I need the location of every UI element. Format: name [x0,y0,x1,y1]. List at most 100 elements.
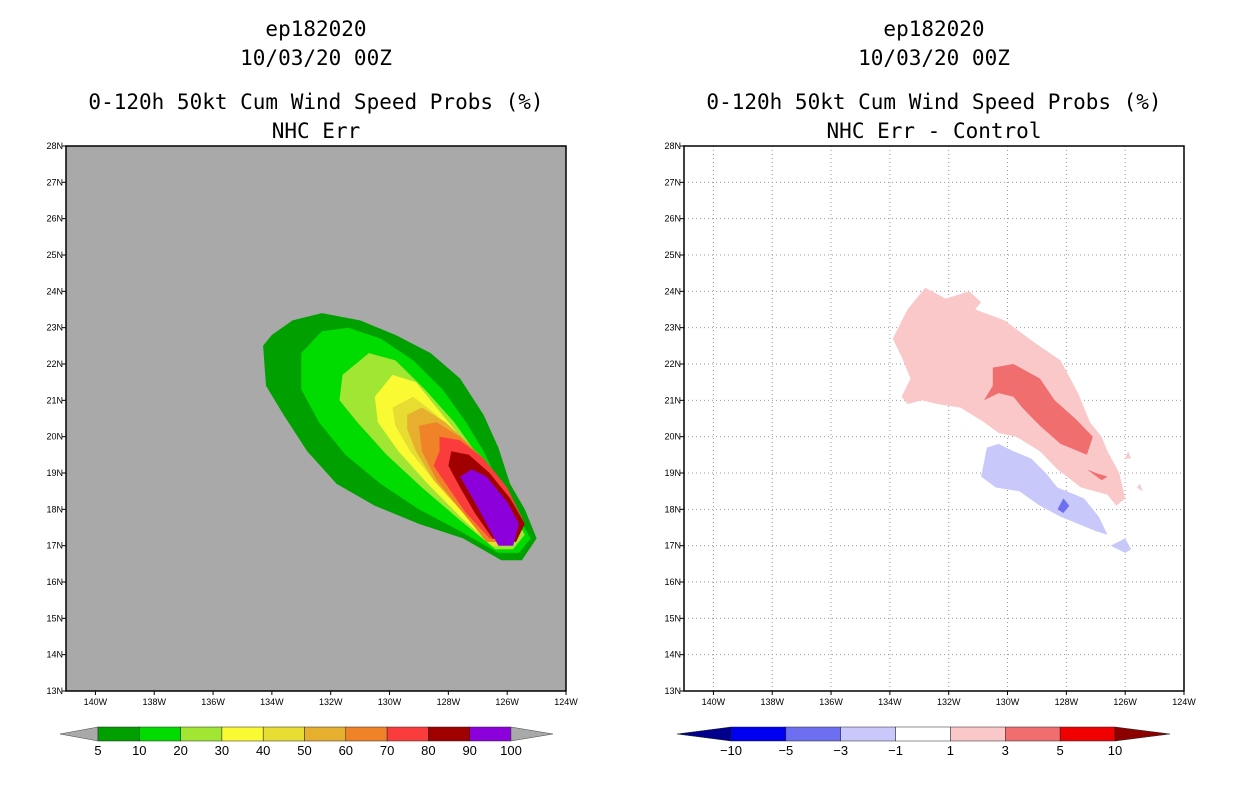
left-y-tick-label: 26N [46,214,63,224]
left-y-tick-label: 17N [46,541,63,551]
left-contour-90 [460,469,519,546]
right-x-tick-label: 132W [937,697,961,707]
left-colorbar-low-arrow [59,726,99,742]
right-contour-1 [1136,483,1143,492]
right-contour-3 [984,364,1093,455]
right-colorbar-label: 10 [1108,743,1122,758]
right-colorbar-label: −10 [720,743,742,758]
left-x-tick-label: 124W [554,697,578,707]
right-datetime: 10/03/20 00Z [858,46,1010,70]
right-plot-frame [683,145,1185,692]
left-colorbar: 5 10 20 30 40 50 60 70 80 90 100 [59,726,554,758]
left-colorbar-label: 30 [215,743,229,758]
left-datetime: 10/03/20 00Z [240,46,392,70]
right-colorbar-label: 3 [1002,743,1009,758]
left-y-tick-label: 16N [46,577,63,587]
right-colorbar-label: 5 [1057,743,1064,758]
right-chart-subtitle: NHC Err - Control [826,119,1042,143]
right-y-tick-label: 28N [664,141,681,151]
right-y-tick-label: 13N [664,686,681,696]
right-x-tick-label: 134W [878,697,902,707]
left-y-tick-label: 20N [46,432,63,442]
right-colorbar-label: −3 [833,743,848,758]
left-y-tick-label: 13N [46,686,63,696]
right-colorbar-label: −5 [778,743,793,758]
right-y-tick-label: 27N [664,177,681,187]
left-x-tick-label: 130W [378,697,402,707]
left-colorbar-swatch [97,726,140,742]
right-y-tick-label: 22N [664,359,681,369]
right-x-tick-label: 130W [996,697,1020,707]
right-colorbar-label: −1 [888,743,903,758]
left-colorbar-label: 5 [94,743,101,758]
left-y-tick-label: 14N [46,650,63,660]
right-y-tick-label: 20N [664,432,681,442]
right-plot: 140W 138W 136W 134W 132W 130W 128W 126W 124W 13N 1… [664,141,1196,707]
left-y-tick-label: 22N [46,359,63,369]
right-y-tick-label: 23N [664,323,681,333]
left-colorbar-label: 10 [132,743,146,758]
right-contour-3 [1086,469,1108,481]
right-colorbar-swatch [895,726,951,742]
left-chart-title: 0-120h 50kt Cum Wind Speed Probs (%) [88,90,544,114]
right-colorbar: −10 −5 −3 −1 1 3 5 10 [676,726,1171,758]
left-colorbar-swatch [180,726,223,742]
left-y-tick-label: 15N [46,613,63,623]
left-colorbar-swatch [262,726,305,742]
left-colorbar-swatch [428,726,470,742]
left-colorbar-swatch [304,726,347,742]
left-x-tick-label: 128W [437,697,461,707]
left-colorbar-label: 40 [256,743,270,758]
right-x-tick-label: 138W [760,697,784,707]
left-storm-id: ep182020 [265,17,367,41]
left-y-tick-label: 19N [46,468,63,478]
left-y-tick-label: 18N [46,504,63,514]
right-y-tick-label: 24N [664,286,681,296]
right-x-tick-label: 126W [1113,697,1137,707]
left-colorbar-swatch [345,726,388,742]
left-colorbar-label: 20 [173,743,187,758]
right-colorbar-swatch [1005,726,1061,742]
right-contour-neg3 [1057,498,1070,513]
right-colorbar-low-arrow [676,726,732,742]
left-x-tick-label: 134W [260,697,284,707]
left-x-tick-label: 126W [495,697,519,707]
right-colorbar-high-arrow [1114,726,1171,742]
right-y-tick-label: 25N [664,250,681,260]
right-y-tick-label: 16N [664,577,681,587]
right-contour-neg1 [1110,538,1132,553]
right-x-tick-label: 124W [1172,697,1196,707]
left-y-tick-label: 24N [46,286,63,296]
left-x-tick-label: 138W [142,697,166,707]
left-colorbar-high-arrow [510,726,554,742]
right-storm-id: ep182020 [883,17,985,41]
left-colorbar-swatch [386,726,429,742]
right-contour-1 [892,287,1126,506]
left-x-tick-label: 132W [319,697,343,707]
left-x-tick-label: 140W [84,697,108,707]
right-y-tick-label: 21N [664,395,681,405]
right-x-tick-label: 136W [819,697,843,707]
left-y-tick-label: 27N [46,177,63,187]
left-colorbar-swatch [469,726,512,742]
right-contour-1 [1125,451,1132,459]
left-colorbar-label: 70 [380,743,394,758]
right-x-tick-label: 140W [702,697,726,707]
right-colorbar-swatch [840,726,896,742]
right-y-tick-label: 17N [664,541,681,551]
left-plot: 140W 138W 136W 134W 132W 130W 128W 126W 124W 13N 1… [46,141,578,707]
right-y-tick-label: 18N [664,504,681,514]
right-y-tick-label: 26N [664,214,681,224]
left-colorbar-swatch [221,726,264,742]
left-colorbar-swatch [139,726,181,742]
right-colorbar-swatch [785,726,841,742]
left-y-tick-label: 21N [46,395,63,405]
left-x-tick-label: 136W [201,697,225,707]
left-colorbar-label: 60 [339,743,353,758]
right-colorbar-swatch [1059,726,1116,742]
left-y-tick-label: 23N [46,323,63,333]
right-y-tick-label: 19N [664,468,681,478]
right-contour-neg1 [981,443,1108,535]
right-colorbar-swatch [730,726,787,742]
